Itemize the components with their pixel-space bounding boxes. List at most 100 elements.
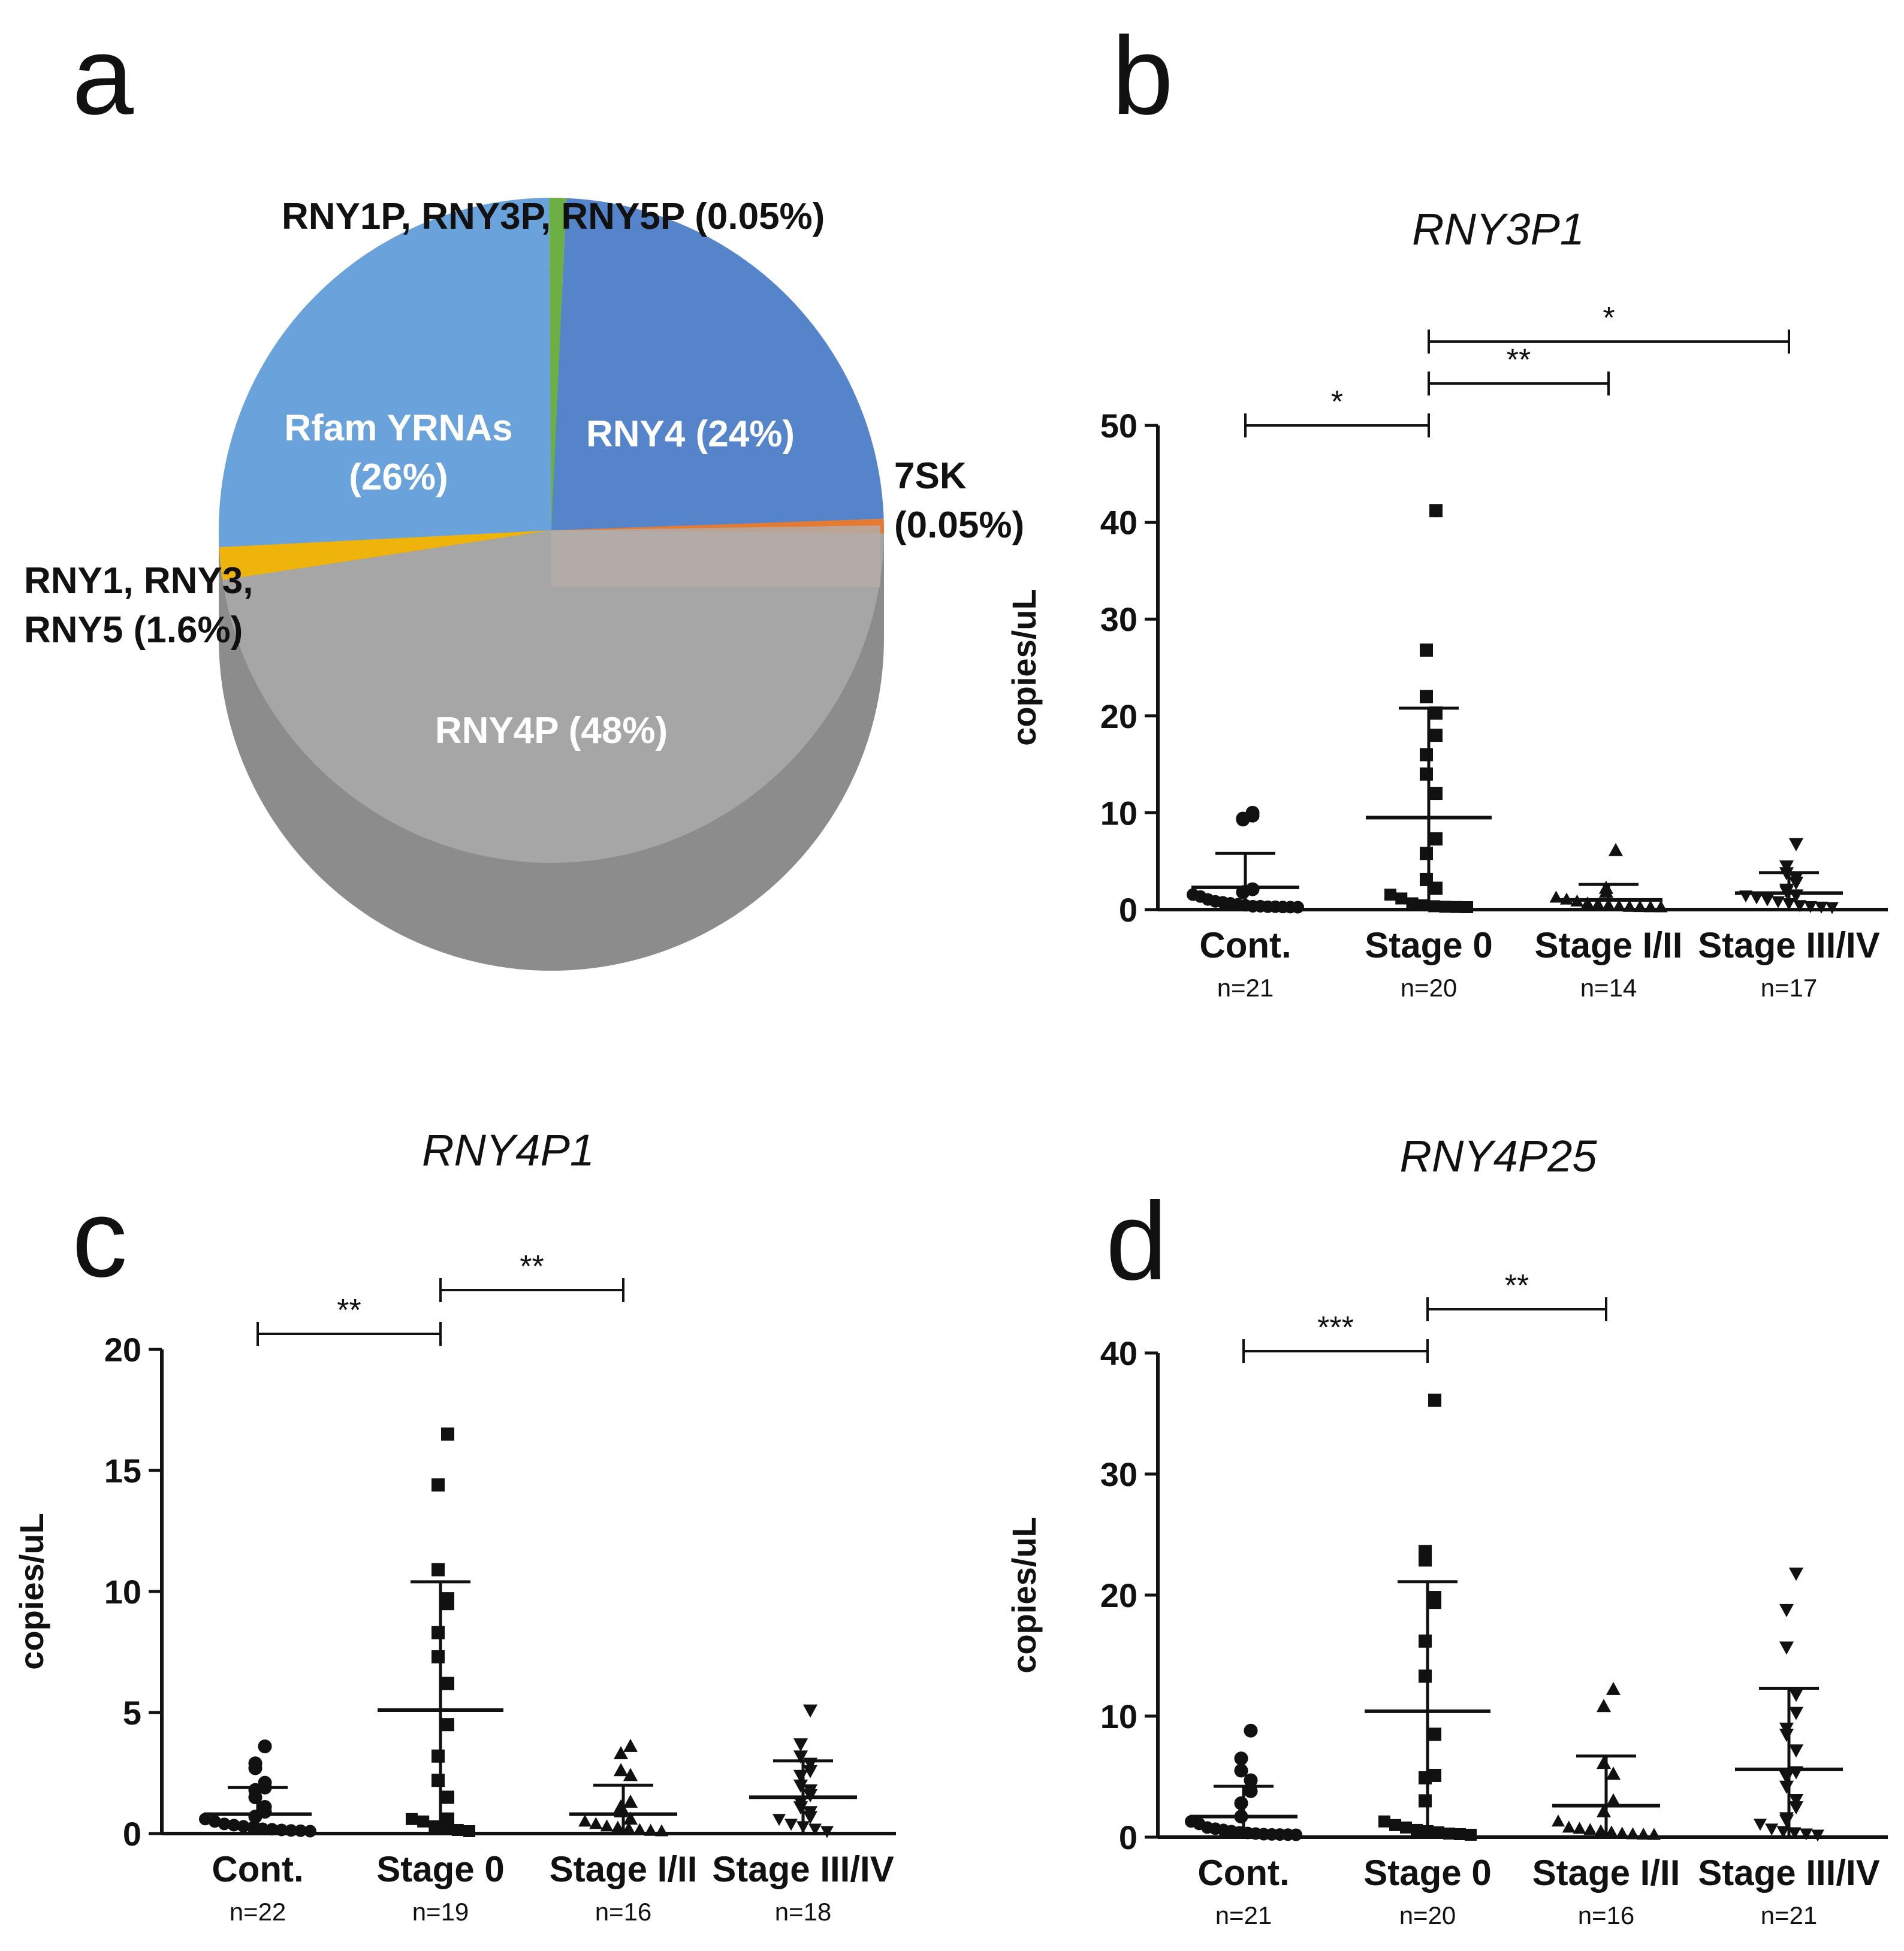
group-0 — [1187, 805, 1304, 914]
data-point — [623, 1811, 638, 1825]
group-2 — [1549, 842, 1668, 913]
y-axis-label: copies/uL — [13, 1513, 50, 1669]
data-point — [1428, 1596, 1441, 1609]
data-point — [248, 1810, 262, 1824]
significance-label: ** — [337, 1293, 361, 1328]
data-point — [275, 1823, 288, 1837]
data-point — [1779, 1603, 1794, 1617]
data-point — [441, 1718, 454, 1732]
data-point — [285, 1824, 298, 1837]
y-tick-label: 10 — [104, 1573, 141, 1611]
x-tick-label: Cont. — [212, 1849, 303, 1889]
data-point — [1420, 847, 1433, 860]
data-point — [1654, 900, 1668, 913]
panel-letter-d: d — [1106, 1180, 1167, 1303]
data-point — [237, 1820, 250, 1833]
data-point — [1591, 897, 1605, 910]
pie-label-rnyp: RNY1P, RNY3P, RNY5P (0.05%) — [282, 196, 825, 237]
data-point — [1419, 1553, 1432, 1567]
data-point — [1776, 1826, 1790, 1838]
y-tick-label: 5 — [123, 1694, 141, 1732]
data-point — [294, 1824, 307, 1837]
n-label: n=20 — [1399, 1901, 1456, 1929]
pie-slice — [219, 198, 551, 548]
data-point — [784, 1819, 798, 1831]
pie-slice — [549, 197, 567, 530]
x-tick-label: Stage 0 — [1365, 925, 1492, 965]
x-tick-label: Stage I/II — [550, 1849, 698, 1889]
pie-label-7sk: 7SK (0.05%) — [894, 455, 1024, 546]
data-point — [1428, 1393, 1441, 1407]
panel-letter-a: a — [72, 14, 134, 138]
significance-label: ** — [520, 1249, 544, 1284]
significance-label: ** — [1505, 1269, 1529, 1303]
data-point — [1626, 1827, 1640, 1840]
y-tick-label: 15 — [104, 1452, 141, 1490]
data-point — [1429, 504, 1443, 518]
data-point — [1417, 899, 1429, 911]
data-point — [1788, 1707, 1804, 1720]
data-point — [246, 1821, 260, 1834]
data-point — [1244, 1723, 1258, 1738]
data-point — [1606, 1766, 1621, 1780]
data-point — [441, 1677, 454, 1690]
n-label: n=20 — [1401, 974, 1458, 1002]
data-point — [432, 1650, 445, 1664]
data-point — [1811, 1829, 1824, 1842]
data-point — [1644, 900, 1657, 913]
pie-label-rfam: Rfam YRNAs (26%) — [284, 407, 512, 498]
data-point — [1788, 1744, 1804, 1758]
scatter-panel-b: RNY3P1 copies/uL 0 10 20 30 40 50 Cont. n=21 Stage… — [1005, 204, 1888, 1002]
data-point — [1429, 706, 1443, 720]
data-point — [1236, 813, 1250, 827]
data-point — [441, 1427, 454, 1441]
pie-slice — [219, 530, 551, 581]
y-tick-label: 20 — [104, 1331, 141, 1369]
data-point — [441, 1597, 454, 1611]
data-point — [623, 1738, 638, 1752]
data-point — [256, 1822, 269, 1835]
pie-label-rfam-line: Rfam YRNAs — [284, 407, 512, 449]
data-point — [265, 1823, 279, 1836]
n-label: n=21 — [1217, 974, 1274, 1002]
y-tick-label: 10 — [1100, 794, 1137, 832]
data-point — [1788, 1568, 1804, 1581]
x-tick-label: Stage 0 — [376, 1849, 504, 1889]
n-label: n=22 — [230, 1898, 286, 1926]
y-tick-label: 20 — [1100, 697, 1137, 735]
x-tick-label: Stage I/II — [1532, 1853, 1680, 1893]
data-point — [1562, 1820, 1576, 1833]
data-point — [1234, 1796, 1248, 1810]
data-point — [1779, 1814, 1794, 1828]
significance-label: *** — [1317, 1310, 1354, 1345]
data-point — [1765, 1823, 1779, 1836]
pie-inner-wall — [551, 525, 880, 587]
data-point — [1754, 1819, 1767, 1831]
x-tick-label: Stage III/IV — [1698, 1853, 1879, 1893]
data-point — [1420, 690, 1433, 703]
scatter-panel-c: RNY4P1 copies/uL 0 5 10 15 20 Cont. n=22 Stage 0 n… — [13, 1125, 896, 1926]
data-point — [1419, 1634, 1432, 1648]
data-point — [1779, 1641, 1794, 1655]
data-point — [1419, 1771, 1432, 1785]
data-point — [1420, 767, 1433, 781]
group-2 — [1552, 1681, 1661, 1840]
data-point — [655, 1824, 668, 1837]
y-tick-label: 10 — [1100, 1698, 1137, 1735]
data-point — [1825, 902, 1839, 914]
data-point — [1429, 832, 1443, 846]
data-point — [432, 1626, 445, 1639]
data-point — [406, 1813, 418, 1825]
data-point — [613, 1746, 629, 1760]
data-point — [1292, 901, 1304, 914]
data-point — [793, 1750, 808, 1764]
n-label: n=16 — [595, 1898, 652, 1926]
data-point — [802, 1704, 818, 1718]
data-point — [1788, 1689, 1804, 1702]
y-tick-label: 50 — [1100, 407, 1137, 445]
data-point — [1772, 896, 1785, 908]
x-tick-label: Cont. — [1199, 925, 1291, 965]
data-point — [644, 1823, 657, 1836]
y-axis-label: copies/uL — [1005, 589, 1043, 745]
data-point — [248, 1761, 262, 1775]
